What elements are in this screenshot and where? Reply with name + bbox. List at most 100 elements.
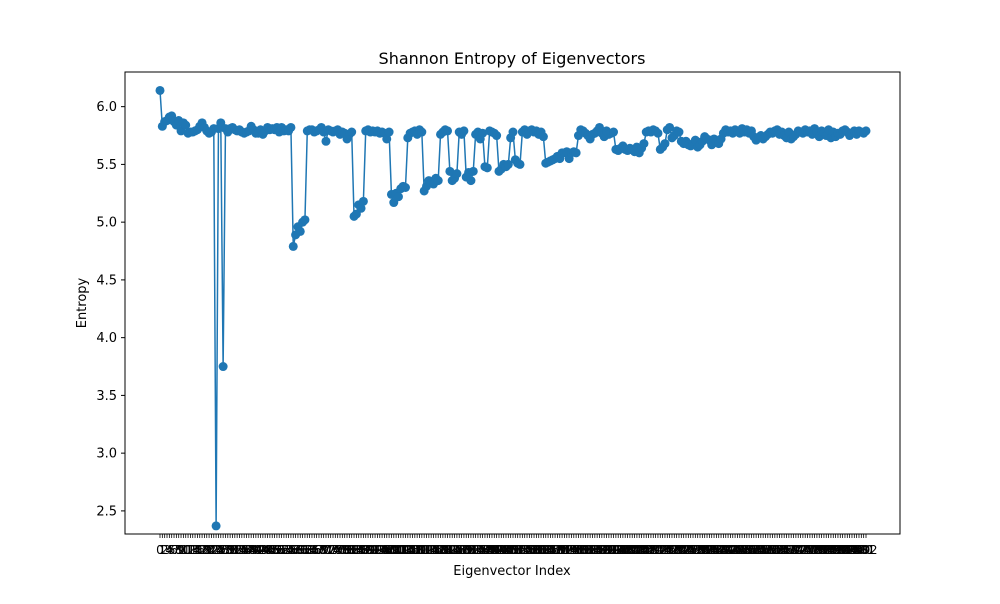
x-tick-label: 281 — [805, 543, 828, 557]
x-tick-label: 150 — [499, 543, 522, 557]
x-tick-label: 175 — [558, 543, 581, 557]
x-tick-label: 100 — [382, 543, 405, 557]
data-point — [468, 166, 478, 176]
x-tick-label: 52 — [274, 543, 289, 557]
x-tick-label: 240 — [710, 543, 733, 557]
x-tick-label: 221 — [665, 543, 688, 557]
x-tick-label: 191 — [595, 543, 618, 557]
x-tick-label: 140 — [476, 543, 499, 557]
x-tick-label: 42 — [251, 543, 266, 557]
x-tick-label: 181 — [572, 543, 595, 557]
x-tick-label: 285 — [815, 543, 838, 557]
x-tick-label: 253 — [740, 543, 763, 557]
x-tick-label: 63 — [300, 543, 315, 557]
x-tick-label: 159 — [520, 543, 543, 557]
x-tick-label: 53 — [276, 543, 291, 557]
x-tick-label: 64 — [302, 543, 317, 557]
x-tick-label: 158 — [518, 543, 541, 557]
x-tick-label: 168 — [541, 543, 564, 557]
x-tick-label: 36 — [237, 543, 252, 557]
x-tick-label: 185 — [581, 543, 604, 557]
x-tick-label: 300 — [850, 543, 873, 557]
x-tick-label: 295 — [838, 543, 861, 557]
x-tick-label: 251 — [735, 543, 758, 557]
x-tick-label: 172 — [551, 543, 574, 557]
x-tick-label: 271 — [782, 543, 805, 557]
x-tick-label: 93 — [370, 543, 385, 557]
x-tick-label: 134 — [462, 543, 485, 557]
x-tick-label: 269 — [777, 543, 800, 557]
x-tick-label: 231 — [689, 543, 712, 557]
data-point — [459, 126, 469, 136]
x-tick-label: 32 — [227, 543, 242, 557]
x-tick-label: 67 — [309, 543, 324, 557]
x-tick-label: 139 — [473, 543, 496, 557]
y-tick-label: 2.5 — [96, 504, 117, 519]
data-point — [347, 127, 357, 137]
x-tick-label: 73 — [323, 543, 338, 557]
x-tick-label: 38 — [241, 543, 256, 557]
x-tick-label: 99 — [384, 543, 399, 557]
x-tick-label: 299 — [848, 543, 871, 557]
x-tick-label: 89 — [360, 543, 375, 557]
x-tick-label: 166 — [537, 543, 560, 557]
x-tick-label: 146 — [490, 543, 513, 557]
data-point — [503, 159, 513, 169]
x-tick-label: 94 — [372, 543, 387, 557]
x-tick-label: 237 — [703, 543, 726, 557]
x-tick-label: 143 — [483, 543, 506, 557]
x-tick-label: 24 — [208, 543, 223, 557]
x-tick-label: 123 — [436, 543, 459, 557]
x-tick-label: 195 — [604, 543, 627, 557]
x-tick-label: 155 — [511, 543, 534, 557]
x-tick-label: 26 — [213, 543, 228, 557]
x-tick-label: 234 — [696, 543, 719, 557]
x-tick-label: 200 — [616, 543, 639, 557]
x-tick-label: 56 — [283, 543, 298, 557]
x-tick-label: 131 — [455, 543, 478, 557]
x-tick-label: 197 — [609, 543, 632, 557]
x-tick-label: 215 — [651, 543, 674, 557]
data-point — [400, 183, 410, 192]
data-point — [492, 131, 502, 141]
x-tick-label: 83 — [346, 543, 361, 557]
x-tick-label: 31 — [225, 543, 240, 557]
data-point — [218, 362, 228, 372]
x-tick-label: 3 — [163, 543, 171, 557]
x-tick-label: 138 — [471, 543, 494, 557]
x-tick-label: 39 — [244, 543, 259, 557]
x-tick-label: 9 — [177, 543, 185, 557]
x-tick-label: 125 — [441, 543, 464, 557]
x-tick-label: 214 — [649, 543, 672, 557]
x-tick-label: 273 — [787, 543, 810, 557]
x-tick-label: 118 — [424, 543, 447, 557]
x-tick-label: 101 — [385, 543, 408, 557]
plot-area — [125, 72, 900, 534]
x-tick-label: 239 — [707, 543, 730, 557]
x-tick-label: 292 — [831, 543, 854, 557]
x-tick-label: 68 — [311, 543, 326, 557]
x-tick-label: 135 — [464, 543, 487, 557]
x-tick-label: 283 — [810, 543, 833, 557]
x-tick-label: 7 — [173, 543, 181, 557]
x-tick-label: 190 — [593, 543, 616, 557]
x-tick-label: 243 — [717, 543, 740, 557]
x-tick-label: 246 — [724, 543, 747, 557]
x-tick-label: 41 — [248, 543, 263, 557]
x-tick-label: 96 — [377, 543, 392, 557]
x-tick-label: 170 — [546, 543, 569, 557]
x-tick-label: 37 — [239, 543, 254, 557]
x-tick-label: 230 — [686, 543, 709, 557]
x-tick-label: 270 — [780, 543, 803, 557]
x-tick-label: 282 — [808, 543, 831, 557]
x-tick-label: 55 — [281, 543, 296, 557]
x-tick-label: 116 — [420, 543, 443, 557]
x-tick-label: 11 — [178, 543, 193, 557]
x-tick-label: 6 — [170, 543, 178, 557]
x-tick-label: 236 — [700, 543, 723, 557]
x-tick-label: 289 — [824, 543, 847, 557]
x-tick-label: 141 — [478, 543, 501, 557]
x-tick-label: 216 — [654, 543, 677, 557]
data-point — [286, 122, 296, 132]
